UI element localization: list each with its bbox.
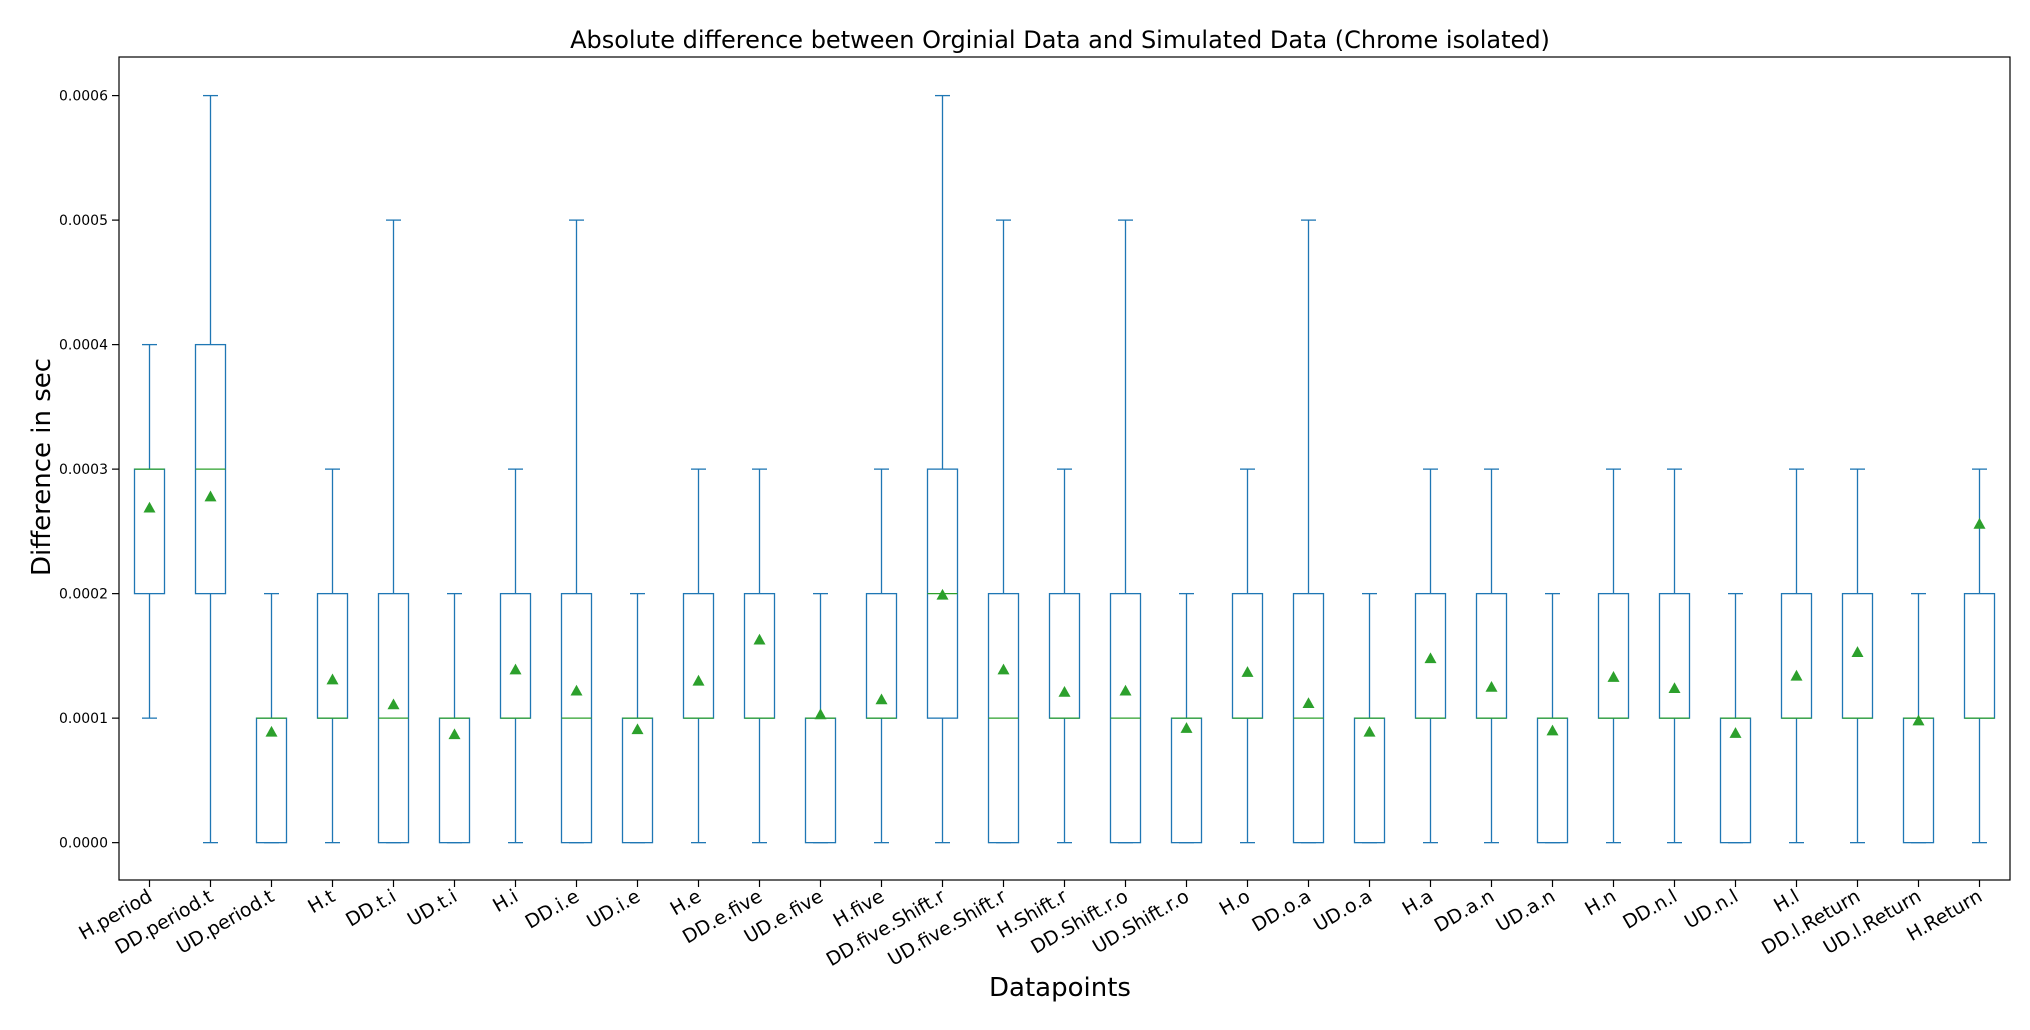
mean-marker bbox=[997, 663, 1010, 675]
mean-marker bbox=[1851, 646, 1864, 657]
mean-marker bbox=[814, 708, 827, 720]
box bbox=[316, 592, 349, 719]
x-tick-label: UD.i.e bbox=[583, 885, 644, 933]
x-tick-label: H.e bbox=[667, 885, 705, 920]
x-tick-label: UD.o.a bbox=[1310, 885, 1376, 936]
mean-marker bbox=[1668, 682, 1681, 694]
mean-marker bbox=[1485, 681, 1498, 692]
box bbox=[1902, 717, 1935, 844]
chart-title: Absolute difference between Orginial Dat… bbox=[570, 26, 1550, 54]
mean-marker bbox=[753, 633, 766, 645]
y-tick-label: 0.0000 bbox=[59, 836, 108, 852]
x-tick-label: DD.n.l bbox=[1619, 885, 1681, 933]
box bbox=[1658, 592, 1691, 719]
x-tick-label: H.a bbox=[1399, 885, 1437, 920]
box bbox=[1780, 592, 1813, 719]
x-tick-label: DD.o.a bbox=[1248, 885, 1315, 936]
x-tick-label: DD.a.n bbox=[1431, 885, 1498, 937]
x-tick-label: H.t bbox=[304, 885, 339, 918]
box bbox=[682, 592, 715, 719]
mean-marker bbox=[570, 684, 583, 696]
x-tick-label: UD.t.i bbox=[404, 885, 461, 931]
box bbox=[1231, 592, 1264, 719]
mean-marker bbox=[692, 674, 705, 686]
mean-marker bbox=[326, 673, 339, 685]
mean-marker bbox=[265, 725, 278, 737]
y-tick-label: 0.0004 bbox=[59, 338, 108, 354]
mean-marker bbox=[1729, 727, 1742, 738]
mean-marker bbox=[1180, 722, 1193, 733]
x-tick-label: H.i bbox=[489, 885, 522, 917]
mean-marker bbox=[509, 663, 522, 675]
plot-area: 0.0000 0.0001 0.0002 0.0003 0.0004 0.0005 0.00… bbox=[59, 56, 2011, 971]
mean-marker bbox=[936, 588, 949, 600]
mean-marker bbox=[1058, 685, 1071, 697]
mean-marker bbox=[1363, 725, 1376, 737]
y-tick-label: 0.0001 bbox=[59, 711, 108, 727]
mean-marker bbox=[448, 728, 461, 740]
x-tick-label: H.n bbox=[1581, 885, 1620, 920]
mean-marker bbox=[204, 490, 217, 502]
mean-marker bbox=[1241, 666, 1254, 677]
mean-marker bbox=[1790, 669, 1803, 681]
box bbox=[1048, 592, 1081, 719]
box bbox=[1475, 592, 1508, 719]
box bbox=[1536, 717, 1569, 844]
mean-marker bbox=[143, 501, 156, 513]
y-tick-label: 0.0005 bbox=[59, 213, 108, 229]
mean-marker bbox=[1973, 517, 1986, 529]
box bbox=[1597, 592, 1630, 719]
x-tick-label: UD.n.l bbox=[1681, 885, 1742, 933]
x-tick-label: H.l bbox=[1770, 885, 1803, 917]
box bbox=[1963, 592, 1996, 719]
mean-marker bbox=[875, 693, 888, 705]
box bbox=[621, 717, 654, 844]
box bbox=[255, 717, 288, 844]
x-tick-label: H.o bbox=[1216, 885, 1254, 920]
mean-marker bbox=[387, 698, 400, 710]
box bbox=[1353, 717, 1386, 844]
y-tick-label: 0.0003 bbox=[59, 462, 108, 478]
mean-marker bbox=[1424, 652, 1437, 664]
mean-marker bbox=[631, 723, 644, 735]
box bbox=[133, 468, 166, 595]
box bbox=[804, 717, 837, 844]
y-tick-label: 0.0002 bbox=[59, 587, 108, 603]
y-axis-label: Difference in sec bbox=[27, 358, 57, 576]
mean-marker bbox=[1546, 724, 1559, 736]
mean-marker bbox=[1912, 714, 1925, 726]
x-tick-label: UD.a.n bbox=[1492, 885, 1559, 936]
y-tick-label: 0.0006 bbox=[59, 89, 108, 105]
x-axis-label: Datapoints bbox=[989, 973, 1131, 1003]
box bbox=[499, 592, 532, 719]
mean-marker bbox=[1607, 671, 1620, 682]
x-tick-label: DD.t.i bbox=[342, 885, 400, 931]
mean-marker bbox=[1119, 684, 1132, 696]
mean-marker bbox=[1302, 697, 1315, 708]
x-tick-label: DD.i.e bbox=[521, 885, 583, 933]
box bbox=[1170, 717, 1203, 844]
box bbox=[743, 592, 776, 719]
